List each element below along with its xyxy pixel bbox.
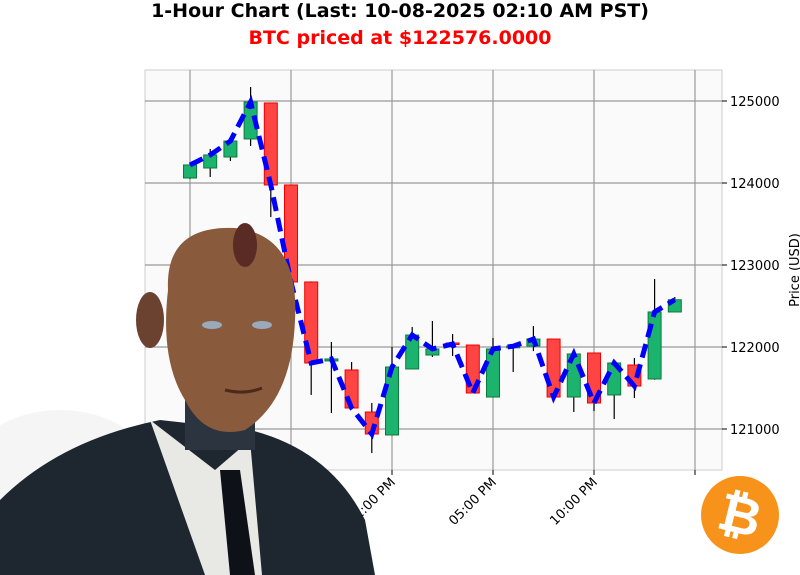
y-tick-label: 125000 — [730, 95, 780, 110]
close-price-line — [188, 94, 677, 440]
candle-up — [486, 348, 500, 398]
y-tick-label: 124000 — [730, 177, 780, 192]
candle-up — [385, 366, 399, 436]
x-tick-label: 05:00 PM — [446, 475, 499, 528]
candle-down — [263, 102, 278, 186]
candle-up — [183, 164, 197, 179]
candle-up — [647, 311, 662, 380]
x-axis: 12:00 PM 05:00 PM 10:00 PM — [345, 470, 696, 529]
chart-title: 1-Hour Chart (Last: 10-08-2025 02:10 AM … — [151, 0, 649, 22]
price-subtitle: BTC priced at $122576.0000 — [248, 27, 552, 49]
y-tick-label: 123000 — [730, 259, 780, 274]
y-axis: 121000 122000 123000 124000 125000 — [722, 95, 780, 438]
x-tick-label: 10:00 PM — [547, 475, 600, 528]
y-tick-label: 121000 — [730, 423, 780, 438]
candle-down — [546, 338, 561, 398]
android-businessman-illustration — [0, 223, 375, 575]
y-tick-label: 122000 — [730, 341, 780, 356]
y-axis-label: Price (USD) — [788, 233, 800, 307]
bitcoin-logo: ₿ — [701, 476, 779, 554]
